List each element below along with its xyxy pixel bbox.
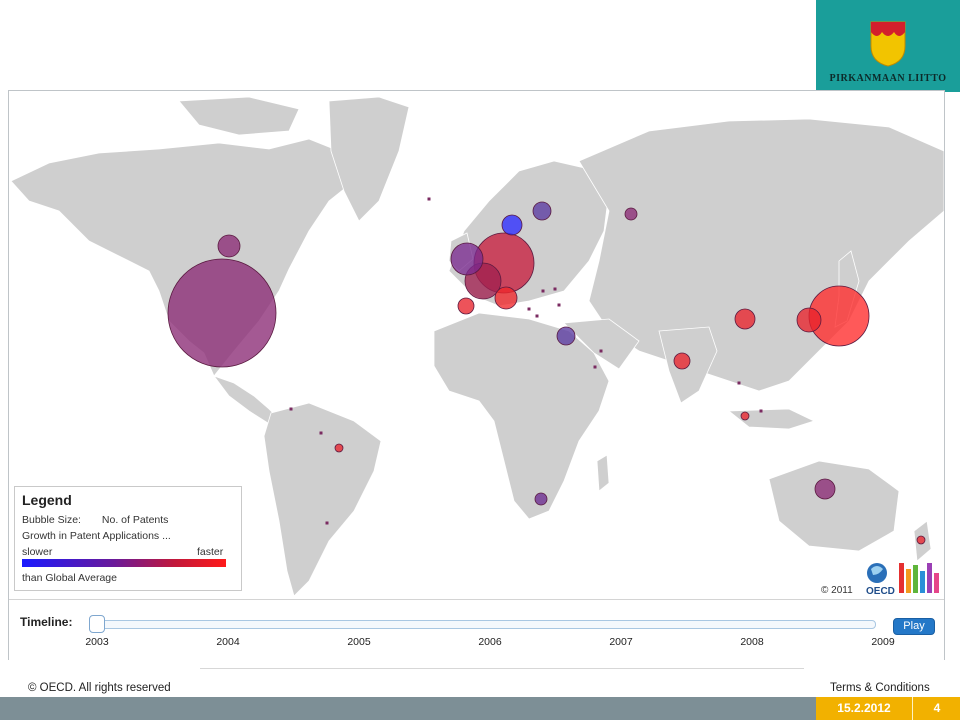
bubble-new-zealand[interactable]	[916, 535, 926, 545]
timeline-year: 2007	[609, 636, 633, 648]
timeline-label: Timeline:	[20, 615, 73, 629]
country-marker[interactable]	[427, 197, 431, 201]
bubble-india[interactable]	[673, 352, 691, 370]
map-copyright: © 2011	[821, 585, 853, 596]
land-madagascar	[596, 454, 610, 492]
country-marker[interactable]	[557, 303, 561, 307]
legend-faster: faster	[197, 546, 224, 558]
legend-relative: than Global Average	[22, 572, 117, 584]
bubble-australia[interactable]	[814, 478, 836, 500]
bubble-finland[interactable]	[532, 201, 552, 221]
terms-link[interactable]: Terms & Conditions	[830, 682, 930, 694]
bubble-size-label: Bubble Size:	[22, 514, 81, 526]
country-marker[interactable]	[319, 431, 323, 435]
legend-growth-label: Growth in Patent Applications ...	[22, 530, 171, 542]
bubble-south-africa[interactable]	[534, 492, 548, 506]
page-number: 4	[912, 697, 960, 720]
country-marker[interactable]	[289, 407, 293, 411]
bubble-singapore[interactable]	[740, 411, 750, 421]
brand-block: Pirkanmaan liitto	[816, 0, 960, 92]
land-asia	[578, 118, 944, 392]
bubble-united-states[interactable]	[167, 258, 277, 368]
timeline-year: 2008	[740, 636, 764, 648]
timeline-year: 2006	[478, 636, 502, 648]
brand-name: Pirkanmaan liitto	[829, 73, 947, 84]
bubble-china[interactable]	[734, 308, 756, 330]
legend-slower: slower	[22, 546, 53, 558]
world-map[interactable]: Legend Bubble Size: No. of Patents Growt…	[9, 91, 944, 599]
footer-divider	[200, 668, 804, 669]
legend-bubble-size: Bubble Size: No. of Patents	[22, 514, 168, 526]
bubble-brazil[interactable]	[334, 443, 344, 453]
bubble-size-value: No. of Patents	[101, 514, 169, 526]
country-marker[interactable]	[599, 349, 603, 353]
country-marker[interactable]	[535, 314, 539, 318]
footer-copyright: © OECD. All rights reserved	[28, 682, 171, 694]
legend-gradient-bar	[22, 559, 226, 567]
legend-title: Legend	[22, 492, 72, 508]
bubble-layer	[167, 197, 926, 545]
slide-date: 15.2.2012	[816, 697, 912, 720]
timeline-year: 2004	[216, 636, 240, 648]
bubble-united-kingdom[interactable]	[450, 242, 484, 276]
play-button[interactable]: Play	[893, 618, 935, 635]
bubble-israel[interactable]	[556, 326, 576, 346]
country-marker[interactable]	[325, 521, 329, 525]
timeline-panel: Timeline: 2003 2004 2005 2006 2007 2008 2009 P…	[9, 599, 944, 660]
country-marker[interactable]	[553, 287, 557, 291]
timeline-year: 2005	[347, 636, 371, 648]
country-marker[interactable]	[593, 365, 597, 369]
timeline-year: 2003	[85, 636, 109, 648]
world-map-svg	[10, 96, 944, 597]
land-indonesia	[727, 408, 816, 430]
country-marker[interactable]	[541, 289, 545, 293]
land-greenland	[328, 96, 410, 222]
legend-box: Legend Bubble Size: No. of Patents Growt…	[14, 486, 242, 591]
bubble-canada[interactable]	[217, 234, 241, 258]
country-marker[interactable]	[759, 409, 763, 413]
oecd-logo-text: OECD	[866, 586, 895, 597]
timeline-track[interactable]	[91, 620, 876, 629]
land-south-america	[263, 402, 382, 597]
bubble-spain[interactable]	[457, 297, 475, 315]
land-arctic-islands	[178, 96, 300, 136]
country-marker[interactable]	[527, 307, 531, 311]
timeline-year: 2009	[871, 636, 895, 648]
land-australia	[768, 460, 900, 552]
land-middle-east	[563, 318, 640, 370]
timeline-thumb[interactable]	[89, 615, 105, 633]
crest-shield-icon	[870, 21, 906, 67]
bubble-sweden[interactable]	[501, 214, 523, 236]
bubble-italy[interactable]	[494, 286, 518, 310]
bottom-bar: 15.2.2012 4	[0, 697, 960, 720]
bubble-korea[interactable]	[796, 307, 822, 333]
land-africa	[433, 312, 610, 520]
oecd-logo-icon: OECD	[866, 563, 939, 597]
country-marker[interactable]	[737, 381, 741, 385]
bubble-russia[interactable]	[624, 207, 638, 221]
visualization-frame: Legend Bubble Size: No. of Patents Growt…	[8, 90, 945, 660]
